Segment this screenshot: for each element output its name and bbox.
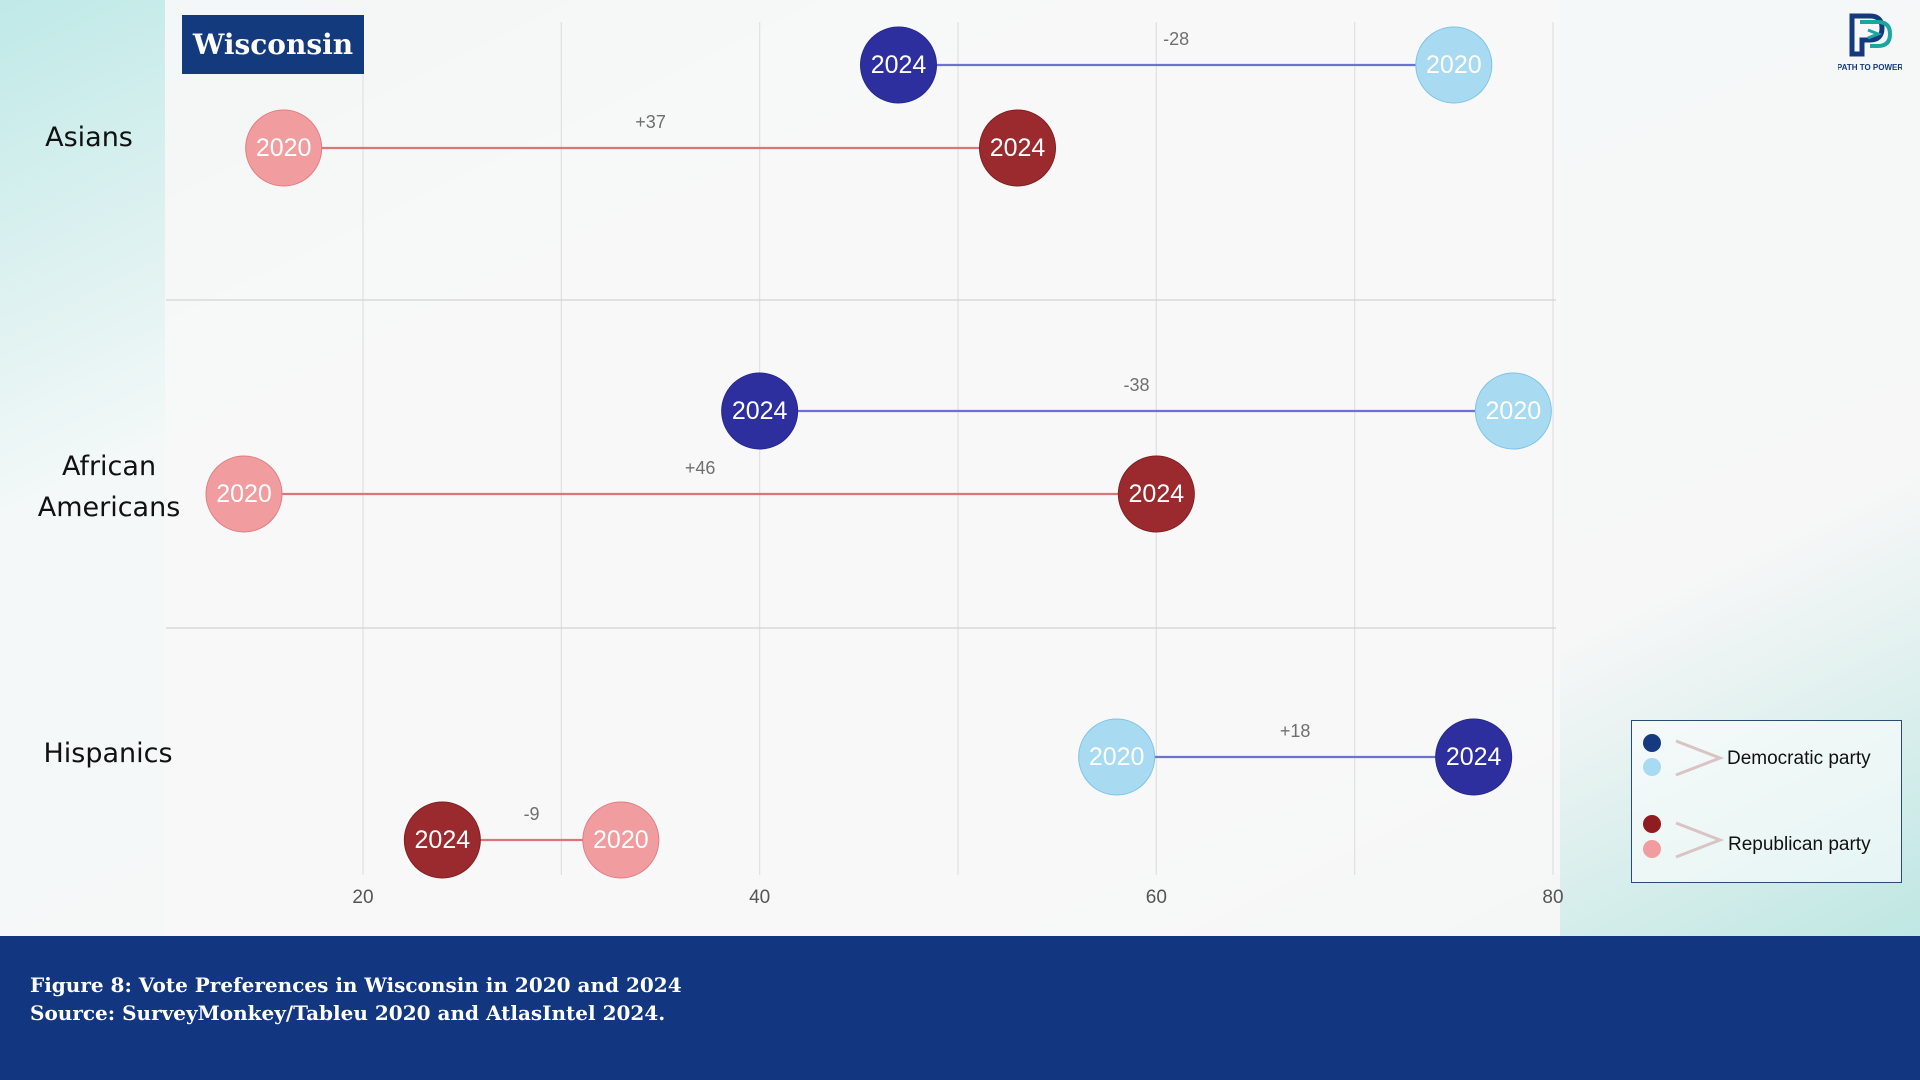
background [0, 0, 1920, 936]
dem-dot-2024 [721, 372, 799, 450]
category-label: Hispanics [43, 738, 172, 769]
legend-dot-rep-2020 [1643, 840, 1661, 858]
dot-year-label: 2024 [871, 51, 927, 79]
rep-dot-2024 [1117, 455, 1195, 533]
legend: Democratic party Republican party [1631, 720, 1902, 883]
legend-dot-rep-2024 [1643, 815, 1661, 833]
x-tick-label: 40 [749, 887, 770, 908]
rep-dot-2020 [245, 109, 323, 187]
dot-year-label: 2024 [990, 134, 1046, 162]
dot-year-label: 2020 [1089, 743, 1145, 771]
category-label: Asians [45, 122, 133, 153]
x-axis-ticks: 20 40 60 80 [352, 887, 1563, 908]
change-label: +37 [635, 112, 666, 132]
dot-year-label: 2020 [1486, 397, 1542, 425]
logo-text: PATH TO POWER [1838, 63, 1902, 72]
dem-dot-2020 [1474, 372, 1552, 450]
category-labels: Asians African Americans Hispanics [38, 122, 181, 769]
figure-caption: Figure 8: Vote Preferences in Wisconsin … [30, 973, 682, 997]
grid-layer [362, 22, 1554, 875]
rep-dot-2020 [582, 801, 660, 879]
change-label: +18 [1280, 721, 1311, 741]
connector-lines [244, 63, 1514, 842]
group-separators [166, 299, 1556, 629]
dem-dot-2024 [860, 26, 937, 104]
legend-dot-dem-2020 [1643, 758, 1661, 776]
x-tick-label: 80 [1542, 887, 1563, 908]
dem-dot-2020 [1415, 26, 1493, 104]
year-dots: 2024 2020 2020 2024 2024 2020 2020 2024 2020 2024… [205, 26, 1552, 879]
change-label: +46 [685, 458, 716, 478]
change-label: -9 [524, 804, 540, 824]
x-tick-label: 20 [352, 887, 373, 908]
category-label: Americans [38, 492, 181, 523]
change-label: -38 [1123, 375, 1149, 395]
legend-dot-dem-2024 [1643, 734, 1661, 752]
category-label: African [62, 451, 156, 482]
footer-bar [0, 936, 1920, 1080]
dot-year-label: 2024 [415, 826, 471, 854]
legend-label-republican: Republican party [1728, 834, 1871, 855]
dem-dot-2024 [1435, 718, 1513, 796]
dot-year-label: 2024 [1129, 480, 1185, 508]
dot-year-label: 2020 [256, 134, 312, 162]
source-caption: Source: SurveyMonkey/Tableu 2020 and Atl… [30, 1001, 666, 1025]
change-label: -28 [1163, 29, 1189, 49]
legend-bracket-rep-icon [1675, 821, 1725, 859]
dumbbell-chart: 20 40 60 80 Asians African Americans Hispanics… [38, 22, 1564, 908]
path-to-power-logo-icon: PATH TO POWER [1838, 13, 1902, 72]
dot-year-label: 2024 [732, 397, 788, 425]
legend-label-democratic: Democratic party [1727, 748, 1871, 769]
dot-year-label: 2020 [1426, 51, 1482, 79]
state-title: Wisconsin [182, 15, 364, 74]
legend-bracket-dem-icon [1675, 739, 1725, 777]
dem-dot-2020 [1078, 718, 1156, 796]
x-tick-label: 60 [1146, 887, 1167, 908]
rep-dot-2024 [979, 109, 1056, 187]
change-labels: -28 +37 -38 +46 +18 -9 [524, 29, 1311, 824]
rep-dot-2020 [205, 455, 283, 533]
dot-year-label: 2020 [593, 826, 649, 854]
rep-dot-2024 [403, 801, 481, 879]
dot-year-label: 2020 [216, 480, 272, 508]
dot-year-label: 2024 [1446, 743, 1502, 771]
